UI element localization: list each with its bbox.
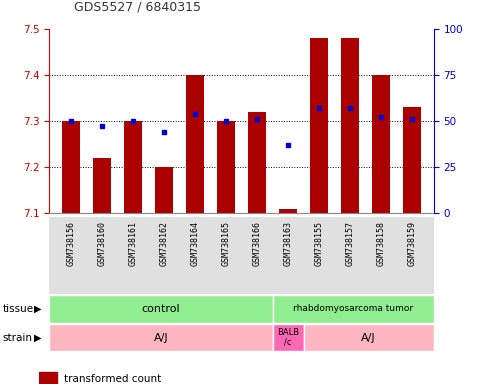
- Bar: [279, 209, 297, 213]
- Text: ▶: ▶: [34, 333, 41, 343]
- Bar: [304, 324, 434, 351]
- Bar: [273, 324, 304, 351]
- Bar: [62, 121, 80, 213]
- Text: GSM738155: GSM738155: [315, 221, 323, 266]
- Text: ▶: ▶: [34, 304, 41, 314]
- Bar: [372, 75, 390, 213]
- Bar: [341, 38, 359, 213]
- Text: A/J: A/J: [361, 333, 376, 343]
- Text: strain: strain: [2, 333, 33, 343]
- Bar: [310, 38, 328, 213]
- Text: GSM738157: GSM738157: [346, 221, 354, 266]
- Bar: [49, 295, 273, 323]
- Text: GSM738162: GSM738162: [160, 221, 169, 266]
- Text: GDS5527 / 6840315: GDS5527 / 6840315: [74, 0, 201, 13]
- Text: GSM738166: GSM738166: [252, 221, 262, 266]
- Bar: [403, 107, 422, 213]
- Bar: [248, 112, 266, 213]
- Text: control: control: [141, 304, 180, 314]
- Text: rhabdomyosarcoma tumor: rhabdomyosarcoma tumor: [293, 304, 413, 313]
- Text: BALB
/c: BALB /c: [277, 328, 299, 347]
- Text: GSM738163: GSM738163: [283, 221, 292, 266]
- Bar: [217, 121, 235, 213]
- Text: GSM738165: GSM738165: [221, 221, 231, 266]
- Bar: [186, 75, 205, 213]
- Text: transformed count: transformed count: [64, 374, 161, 384]
- Text: tissue: tissue: [2, 304, 34, 314]
- Bar: [39, 372, 57, 384]
- Text: GSM738158: GSM738158: [377, 221, 386, 266]
- Text: GSM738164: GSM738164: [191, 221, 200, 266]
- Text: A/J: A/J: [154, 333, 168, 343]
- Text: GSM738161: GSM738161: [129, 221, 138, 266]
- Bar: [49, 324, 273, 351]
- Bar: [124, 121, 142, 213]
- Text: GSM738159: GSM738159: [408, 221, 417, 266]
- Text: GSM738160: GSM738160: [98, 221, 106, 266]
- Text: GSM738156: GSM738156: [67, 221, 75, 266]
- Bar: [93, 158, 111, 213]
- Bar: [155, 167, 174, 213]
- Bar: [273, 295, 434, 323]
